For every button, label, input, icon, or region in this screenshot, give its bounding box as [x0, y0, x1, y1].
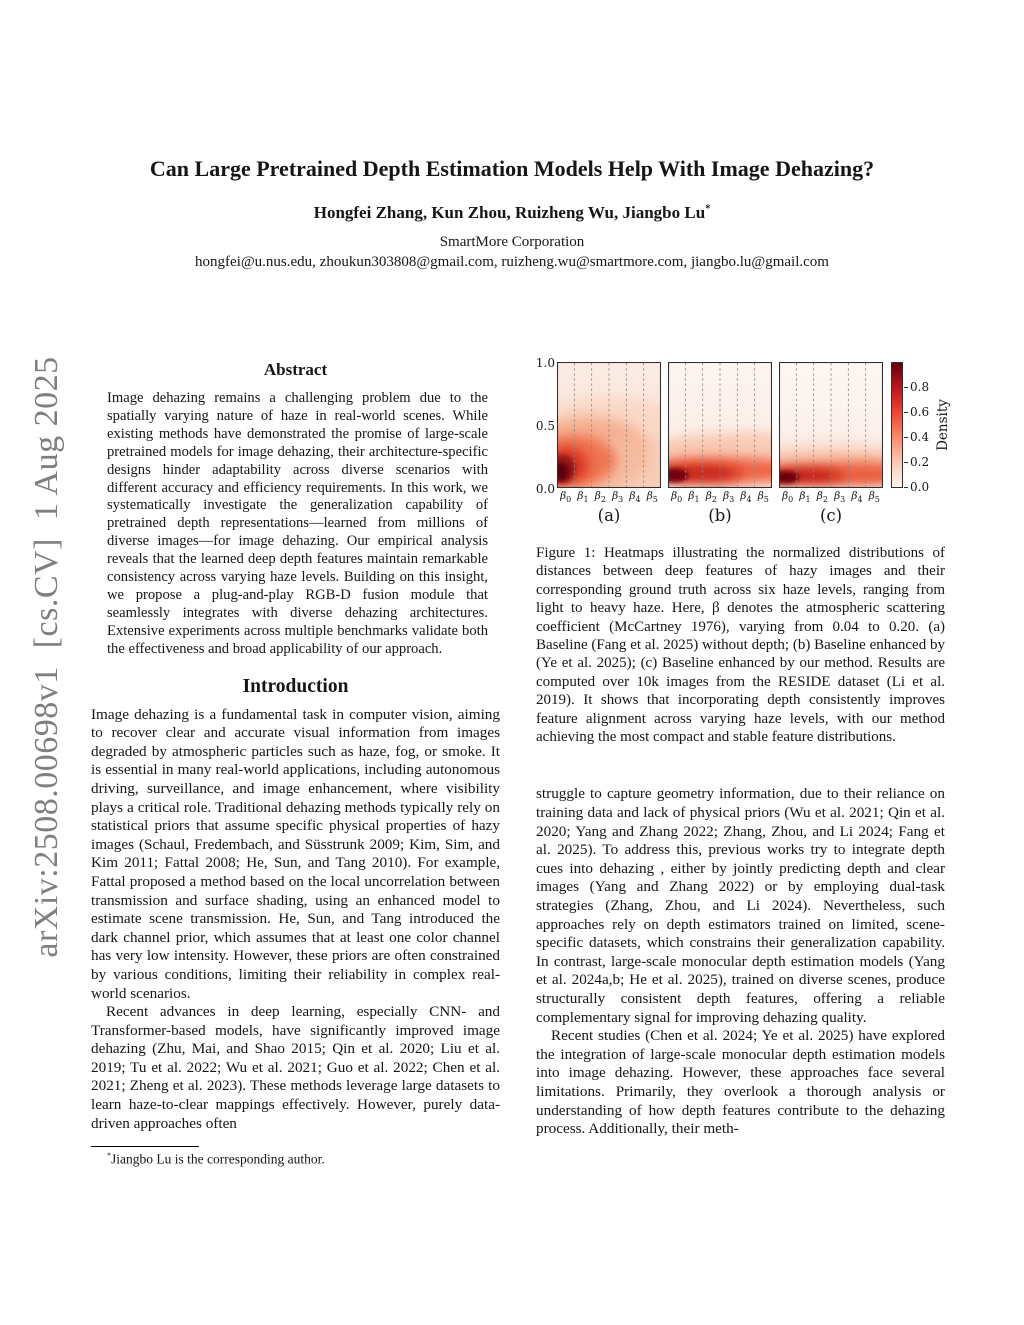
heatmap-panel-a: [557, 362, 661, 488]
colorbar-tick-label: 0.0: [910, 480, 930, 494]
arxiv-watermark: arXiv:2508.00698v1 [cs.CV] 1 Aug 2025: [28, 356, 65, 958]
authors-line: Hongfei Zhang, Kun Zhou, Ruizheng Wu, Ji…: [0, 203, 1024, 223]
colorbar-tick-mark: [904, 437, 908, 439]
x-tick-label: β0: [560, 490, 572, 505]
colorbar-tick-label: 0.4: [910, 430, 930, 444]
colorbar-tick-mark: [904, 412, 908, 414]
colorbar-tick-label: 0.8: [910, 380, 930, 394]
x-tick-label: β3: [612, 490, 624, 505]
heatmap-panel-c: [779, 362, 883, 488]
x-tick-label: β4: [629, 490, 641, 505]
abstract-heading: Abstract: [263, 360, 328, 379]
colorbar: [891, 362, 903, 488]
footnote-body: Jiangbo Lu is the corresponding author.: [111, 1151, 325, 1167]
x-tick-label: β1: [688, 490, 700, 505]
paper-header: Can Large Pretrained Depth Estimation Mo…: [0, 0, 1024, 271]
x-tick-label: β2: [705, 490, 717, 505]
colorbar-tick-label: 0.6: [910, 405, 930, 419]
abstract-text: Image dehazing remains a challenging pro…: [107, 390, 488, 657]
footnote-marker: *: [107, 1151, 112, 1160]
colorbar-label: Density: [935, 399, 951, 451]
right-paragraph-1: struggle to capture geometry information…: [536, 785, 945, 1026]
x-tick-label: β5: [646, 490, 658, 505]
figure-panel: β0 β1 β2 β3 β4 β5 (b): [668, 362, 772, 525]
figure-caption: Figure 1: Heatmaps illustrating the norm…: [536, 545, 945, 746]
panel-label: (b): [708, 506, 732, 526]
y-axis-ticks: 1.0 0.5 0.0: [535, 356, 557, 496]
panel-label: (a): [597, 506, 621, 526]
x-axis-ticks: β0 β1 β2 β3 β4 β5: [557, 490, 661, 504]
right-column: 1.0 0.5 0.0 β0 β1 β2 β3 β4 β5 (a) β0 β1 β2 β3 β4 β5 (b) β…: [535, 356, 951, 1139]
paper-title: Can Large Pretrained Depth Estimation Mo…: [149, 156, 875, 181]
left-column: Abstract Image dehazing remains a challe…: [91, 356, 500, 1167]
figure-panel: β0 β1 β2 β3 β4 β5 (a): [557, 362, 661, 525]
footnote-text: *Jiangbo Lu is the corresponding author.: [91, 1151, 500, 1168]
x-tick-label: β5: [868, 490, 880, 505]
y-tick-label: 1.0: [535, 356, 555, 370]
intro-paragraph-1: Image dehazing is a fundamental task in …: [91, 705, 500, 1002]
heatmap-figure: 1.0 0.5 0.0 β0 β1 β2 β3 β4 β5 (a) β0 β1 β2 β3 β4 β5 (b) β…: [535, 356, 951, 532]
x-tick-label: β4: [851, 490, 863, 505]
x-tick-label: β0: [782, 490, 794, 505]
figure-1: 1.0 0.5 0.0 β0 β1 β2 β3 β4 β5 (a) β0 β1 β2 β3 β4 β5 (b) β…: [535, 356, 951, 746]
heatmap-panel-b: [668, 362, 772, 488]
corresponding-author-mark: *: [705, 203, 711, 215]
footnote: *Jiangbo Lu is the corresponding author.: [91, 1146, 500, 1168]
x-tick-label: β2: [594, 490, 606, 505]
emails-line: hongfei@u.nus.edu, zhoukun303808@gmail.c…: [195, 254, 829, 270]
x-tick-label: β4: [740, 490, 752, 505]
footnote-rule: [91, 1146, 199, 1147]
y-tick-label: 0.0: [535, 482, 555, 496]
x-tick-label: β3: [723, 490, 735, 505]
x-tick-label: β2: [816, 490, 828, 505]
colorbar-tick-mark: [904, 462, 908, 464]
colorbar-tick-mark: [904, 387, 908, 389]
x-tick-label: β0: [671, 490, 683, 505]
right-paragraph-2: Recent studies (Chen et al. 2024; Ye et …: [536, 1027, 945, 1138]
x-tick-label: β1: [799, 490, 811, 505]
colorbar-tick-label: 0.2: [910, 455, 930, 469]
panel-label: (c): [819, 506, 843, 526]
x-axis-ticks: β0 β1 β2 β3 β4 β5: [779, 490, 883, 504]
x-tick-label: β1: [577, 490, 589, 505]
authors-names: Hongfei Zhang, Kun Zhou, Ruizheng Wu, Ji…: [313, 203, 706, 222]
affiliation: SmartMore Corporation: [439, 234, 585, 250]
x-tick-label: β5: [757, 490, 769, 505]
x-axis-ticks: β0 β1 β2 β3 β4 β5: [668, 490, 772, 504]
x-tick-label: β3: [834, 490, 846, 505]
colorbar-area: 0.0 0.2 0.4 0.6 0.8 Density: [891, 362, 963, 494]
intro-paragraph-2: Recent advances in deep learning, especi…: [91, 1003, 500, 1132]
introduction-heading: Introduction: [242, 675, 349, 697]
colorbar-tick-mark: [904, 487, 908, 489]
y-tick-label: 0.5: [535, 419, 555, 433]
figure-panel: β0 β1 β2 β3 β4 β5 (c): [779, 362, 883, 525]
